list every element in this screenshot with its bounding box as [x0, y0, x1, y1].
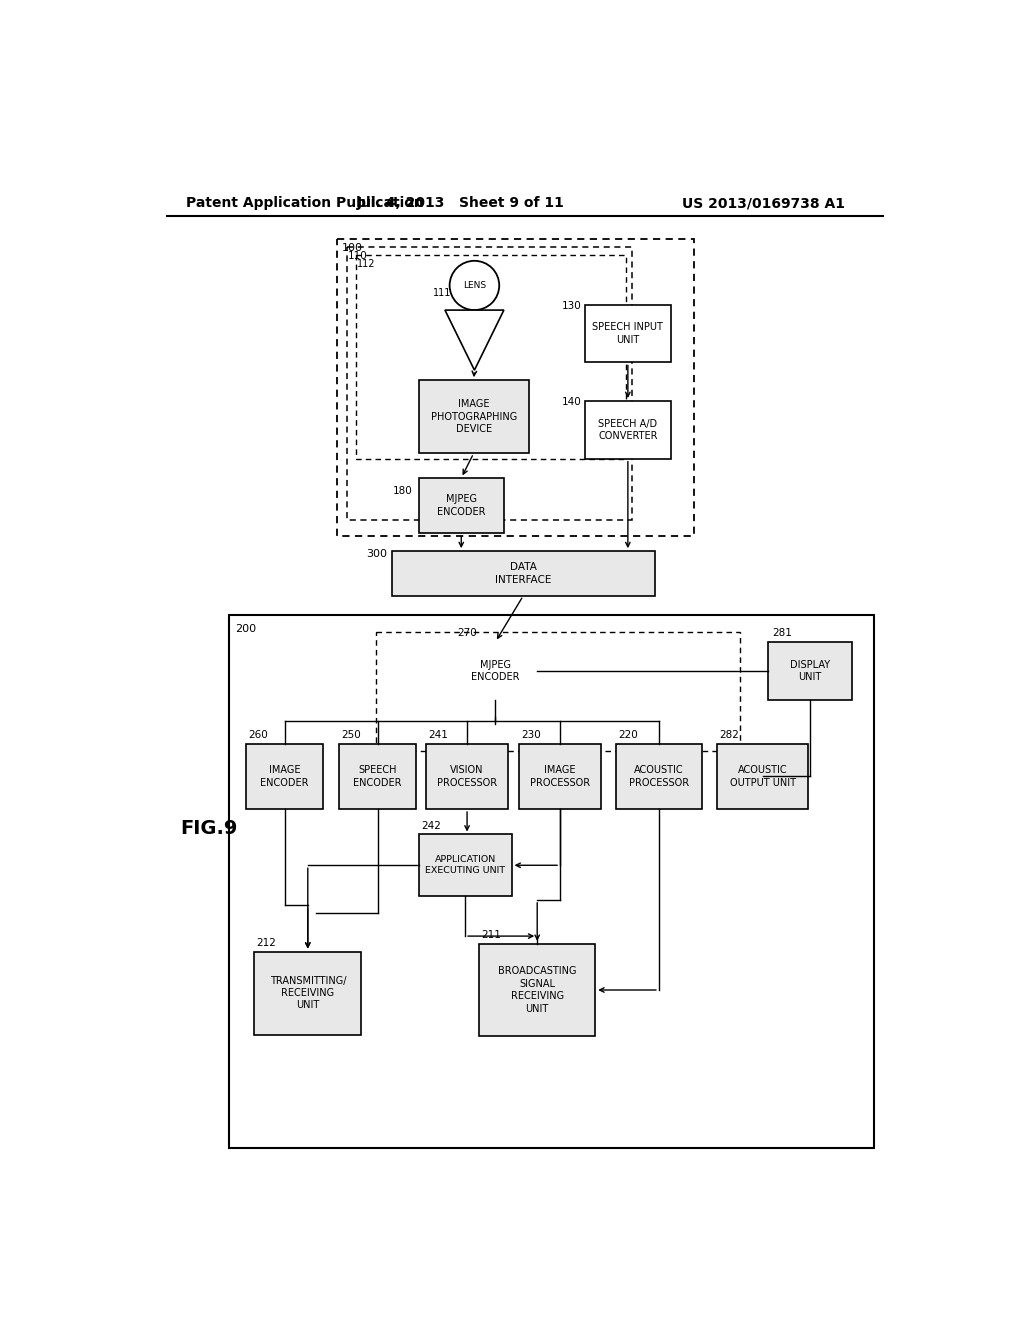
Bar — [479, 944, 595, 1036]
Text: 242: 242 — [421, 821, 440, 830]
Text: BROADCASTING
SIGNAL
RECEIVING
UNIT: BROADCASTING SIGNAL RECEIVING UNIT — [498, 966, 577, 1014]
Text: IMAGE
PROCESSOR: IMAGE PROCESSOR — [530, 766, 590, 788]
Text: 282: 282 — [719, 730, 739, 739]
Text: 281: 281 — [772, 628, 792, 638]
Text: 180: 180 — [392, 486, 413, 495]
Text: ACOUSTIC
PROCESSOR: ACOUSTIC PROCESSOR — [629, 766, 689, 788]
Bar — [419, 834, 512, 896]
Text: 200: 200 — [234, 624, 256, 634]
Text: 260: 260 — [248, 730, 268, 739]
Text: 100: 100 — [342, 243, 362, 253]
Bar — [586, 401, 671, 459]
Bar — [717, 743, 809, 809]
Bar — [768, 642, 852, 700]
Text: FIG.9: FIG.9 — [180, 818, 238, 838]
Bar — [419, 478, 504, 533]
Text: 211: 211 — [481, 931, 502, 940]
Bar — [376, 632, 740, 751]
Bar — [419, 380, 528, 453]
Bar — [356, 256, 626, 459]
Bar — [254, 952, 361, 1035]
Bar — [228, 615, 873, 1148]
Polygon shape — [445, 310, 504, 370]
Bar — [339, 743, 417, 809]
Text: Jul. 4, 2013   Sheet 9 of 11: Jul. 4, 2013 Sheet 9 of 11 — [357, 197, 565, 210]
Bar — [246, 743, 324, 809]
Text: 112: 112 — [357, 259, 376, 269]
Bar — [519, 743, 601, 809]
Bar — [337, 239, 693, 536]
Text: SPEECH
ENCODER: SPEECH ENCODER — [353, 766, 401, 788]
Text: VISION
PROCESSOR: VISION PROCESSOR — [437, 766, 497, 788]
Text: 111: 111 — [432, 288, 451, 298]
Bar — [616, 743, 701, 809]
Text: 241: 241 — [429, 730, 449, 739]
Text: MJPEG
ENCODER: MJPEG ENCODER — [437, 495, 485, 517]
Bar — [426, 743, 508, 809]
Text: APPLICATION
EXECUTING UNIT: APPLICATION EXECUTING UNIT — [425, 855, 505, 875]
Circle shape — [450, 261, 500, 310]
Text: 140: 140 — [561, 397, 582, 407]
Text: 250: 250 — [341, 730, 360, 739]
Text: TRANSMITTING/
RECEIVING
UNIT: TRANSMITTING/ RECEIVING UNIT — [269, 975, 346, 1011]
Text: 220: 220 — [618, 730, 638, 739]
Text: 212: 212 — [257, 937, 276, 948]
Bar — [454, 642, 538, 700]
Text: DISPLAY
UNIT: DISPLAY UNIT — [790, 660, 830, 682]
Bar — [346, 247, 632, 520]
Text: Patent Application Publication: Patent Application Publication — [186, 197, 424, 210]
Text: LENS: LENS — [463, 281, 486, 290]
Text: DATA
INTERFACE: DATA INTERFACE — [495, 562, 552, 585]
Text: ACOUSTIC
OUTPUT UNIT: ACOUSTIC OUTPUT UNIT — [730, 766, 796, 788]
Text: SPEECH A/D
CONVERTER: SPEECH A/D CONVERTER — [598, 418, 657, 441]
Text: 230: 230 — [521, 730, 542, 739]
Text: 130: 130 — [561, 301, 582, 310]
Text: 110: 110 — [348, 251, 368, 261]
Text: IMAGE
ENCODER: IMAGE ENCODER — [260, 766, 309, 788]
Bar — [586, 305, 671, 363]
Text: SPEECH INPUT
UNIT: SPEECH INPUT UNIT — [593, 322, 664, 345]
Text: IMAGE
PHOTOGRAPHING
DEVICE: IMAGE PHOTOGRAPHING DEVICE — [430, 400, 517, 434]
Text: US 2013/0169738 A1: US 2013/0169738 A1 — [682, 197, 845, 210]
Text: 270: 270 — [458, 628, 477, 638]
Text: MJPEG
ENCODER: MJPEG ENCODER — [471, 660, 519, 682]
Text: 300: 300 — [367, 549, 388, 558]
Bar — [391, 552, 655, 595]
